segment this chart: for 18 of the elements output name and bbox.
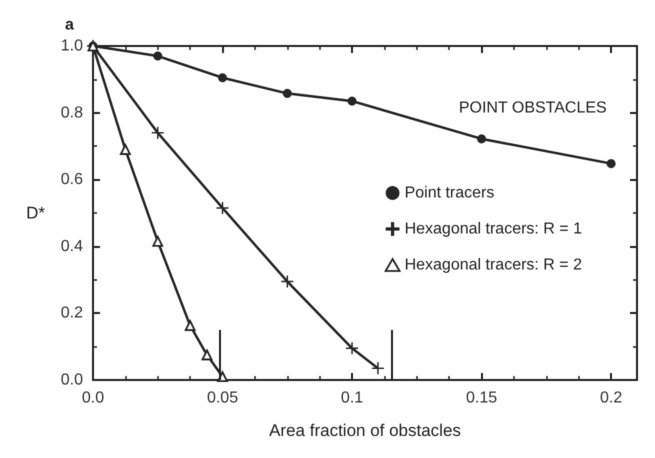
y-tick-label: 0.0 — [60, 372, 84, 388]
y-tick-label: 1.0 — [60, 38, 84, 54]
y-axis-title: D* — [26, 204, 46, 222]
y-tick-label: 0.8 — [60, 104, 84, 122]
annotation: POINT OBSTACLES — [458, 100, 607, 116]
x-axis-title: Area fraction of obstacles — [269, 421, 461, 440]
x-tick-label: 0.05 — [206, 390, 238, 406]
x-tick-label: 0.0 — [82, 390, 104, 406]
x-tick-label: 0.1 — [340, 390, 364, 406]
y-tick-label: 0.2 — [60, 304, 84, 322]
chart-title: a — [65, 16, 74, 34]
y-tick-label: 0.4 — [60, 238, 84, 255]
legend-label: Point tracers — [404, 184, 494, 202]
x-tick-label: 0.15 — [466, 390, 498, 406]
y-tick-label: 0.6 — [60, 171, 84, 188]
x-tick-label: 0.2 — [600, 390, 622, 406]
legend-label: Hexagonal tracers: R = 1 — [404, 220, 582, 238]
legend-label: Hexagonal tracers: R = 2 — [404, 256, 582, 274]
